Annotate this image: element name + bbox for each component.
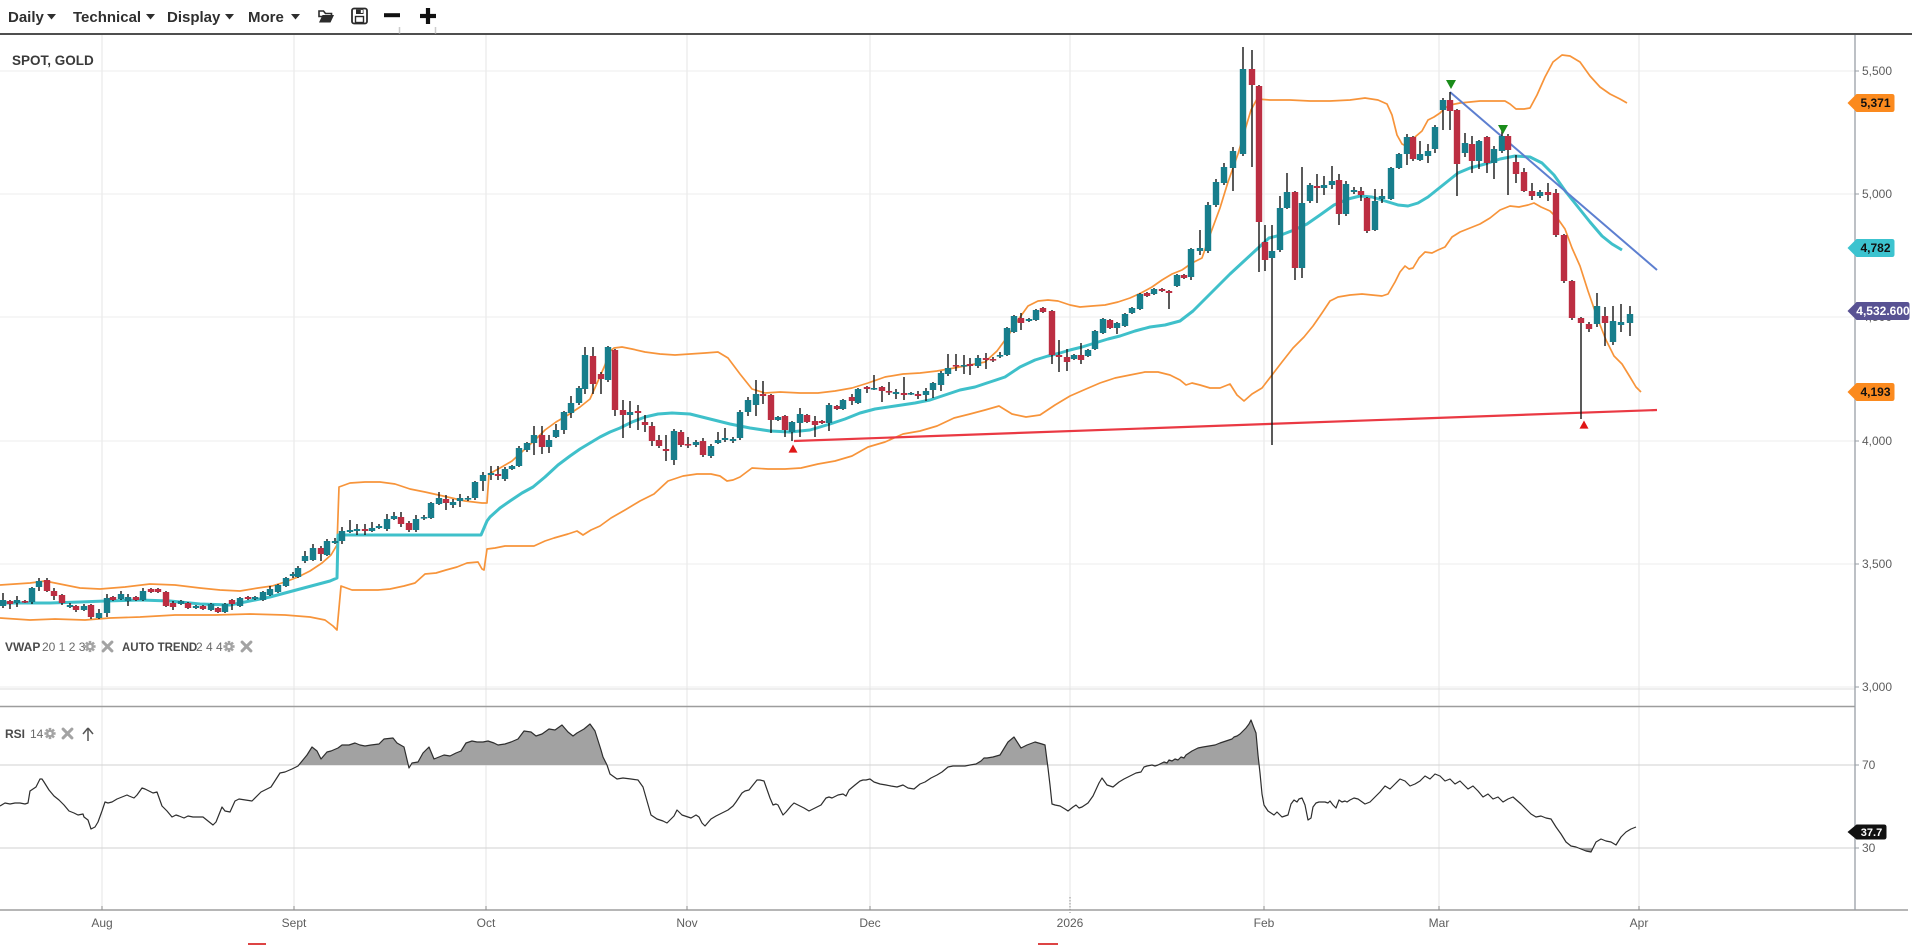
svg-text:Sept: Sept	[282, 916, 307, 930]
svg-text:Aug: Aug	[91, 916, 112, 930]
svg-text:70: 70	[1862, 758, 1876, 772]
svg-text:AUTO TREND: AUTO TREND	[122, 642, 197, 654]
svg-text:Technical: Technical	[73, 9, 141, 26]
svg-text:2026: 2026	[1057, 916, 1084, 930]
svg-text:4,532.600: 4,532.600	[1856, 304, 1910, 318]
svg-text:30: 30	[1862, 841, 1876, 855]
svg-text:VWAP: VWAP	[5, 640, 40, 654]
svg-text:Feb: Feb	[1254, 916, 1275, 930]
svg-text:3,500: 3,500	[1862, 557, 1892, 571]
svg-text:Oct: Oct	[477, 916, 496, 930]
svg-text:More: More	[248, 9, 284, 26]
svg-text:37.7: 37.7	[1861, 827, 1882, 839]
svg-text:3,000: 3,000	[1862, 680, 1892, 694]
svg-text:Mar: Mar	[1429, 916, 1450, 930]
svg-text:5,371: 5,371	[1860, 96, 1890, 110]
svg-text:RSI: RSI	[5, 727, 25, 741]
svg-text:Daily: Daily	[8, 9, 45, 26]
svg-text:5,500: 5,500	[1862, 64, 1892, 78]
svg-text:Apr: Apr	[1630, 916, 1649, 930]
svg-text:14: 14	[30, 727, 44, 741]
svg-text:4,782: 4,782	[1860, 241, 1890, 255]
svg-text:2 4 4: 2 4 4	[196, 640, 223, 654]
svg-text:Nov: Nov	[676, 916, 697, 930]
svg-text:Display: Display	[167, 9, 221, 26]
svg-text:Dec: Dec	[859, 916, 880, 930]
svg-text:5,000: 5,000	[1862, 187, 1892, 201]
svg-text:SPOT, GOLD: SPOT, GOLD	[12, 53, 94, 68]
svg-text:4,193: 4,193	[1860, 385, 1890, 399]
svg-text:4,000: 4,000	[1862, 434, 1892, 448]
svg-text:20 1 2 3: 20 1 2 3	[42, 640, 86, 654]
